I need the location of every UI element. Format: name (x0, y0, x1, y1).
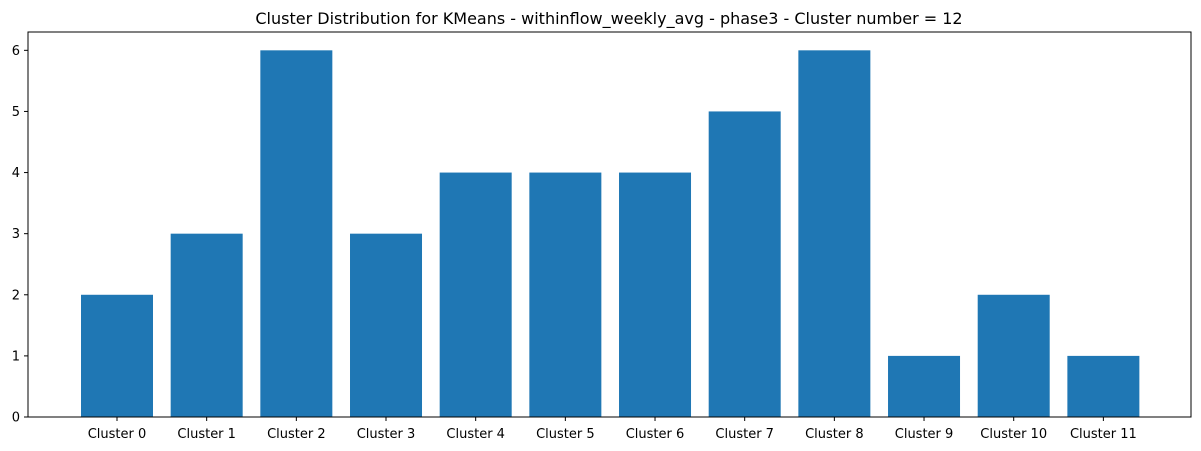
bars-group (81, 50, 1140, 417)
x-tick-label: Cluster 7 (715, 427, 774, 442)
y-tick-label: 0 (12, 411, 20, 426)
bar-cluster-4 (439, 172, 512, 417)
plot-frame (27, 31, 1192, 418)
x-tick-label: Cluster 4 (446, 427, 505, 442)
bar-cluster-3 (350, 233, 423, 417)
x-tick-label: Cluster 3 (357, 427, 416, 442)
bar-cluster-11 (1067, 355, 1140, 417)
x-tick-label: Cluster 9 (895, 427, 954, 442)
x-tick-label: Cluster 11 (1070, 427, 1137, 442)
x-tick-label: Cluster 10 (980, 427, 1047, 442)
y-tick-label: 4 (12, 166, 20, 181)
x-tick-label: Cluster 0 (88, 427, 147, 442)
y-tick-label: 2 (12, 288, 20, 303)
bar-cluster-9 (888, 355, 961, 417)
x-tick-label: Cluster 6 (626, 427, 685, 442)
y-tick-label: 5 (12, 105, 20, 120)
bar-cluster-5 (529, 172, 602, 417)
y-tick-label: 1 (12, 349, 20, 364)
bar-cluster-1 (170, 233, 243, 417)
chart-title: Cluster Distribution for KMeans - within… (255, 9, 962, 29)
x-tick-label: Cluster 2 (267, 427, 326, 442)
y-tick-label: 3 (12, 227, 20, 242)
x-tick-label: Cluster 8 (805, 427, 864, 442)
bar-cluster-7 (708, 111, 781, 417)
bar-cluster-8 (798, 50, 871, 417)
x-tick-label: Cluster 1 (177, 427, 236, 442)
y-tick-label: 6 (12, 44, 20, 59)
bar-cluster-2 (260, 50, 333, 417)
x-tick-label: Cluster 5 (536, 427, 595, 442)
bar-cluster-6 (619, 172, 692, 417)
x-axis: Cluster 0 Cluster 1 Cluster 2 Cluster 3 Clus… (88, 417, 1137, 442)
bar-cluster-10 (977, 294, 1050, 417)
bar-cluster-0 (81, 294, 153, 417)
y-axis: 0 1 2 3 4 5 6 (12, 44, 28, 426)
